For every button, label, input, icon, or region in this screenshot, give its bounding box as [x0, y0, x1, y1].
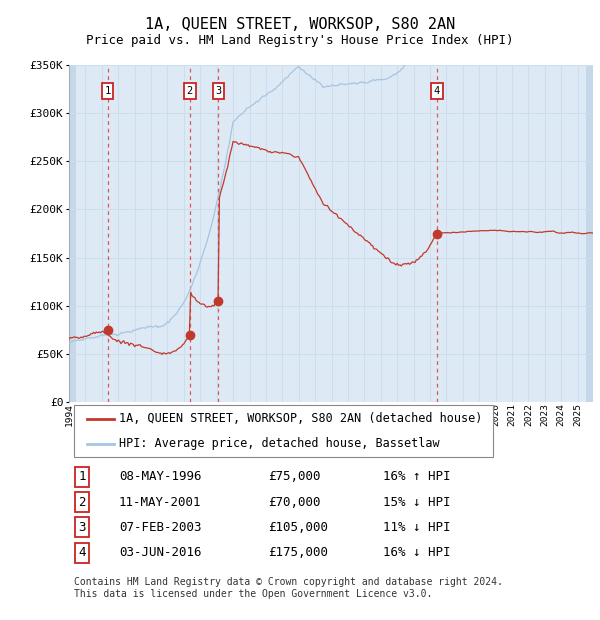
Text: £105,000: £105,000: [268, 521, 328, 534]
Text: £75,000: £75,000: [268, 470, 320, 483]
Text: HPI: Average price, detached house, Bassetlaw: HPI: Average price, detached house, Bass…: [119, 437, 439, 450]
Bar: [586, 65, 593, 402]
Text: 15% ↓ HPI: 15% ↓ HPI: [383, 495, 451, 508]
Text: 1A, QUEEN STREET, WORKSOP, S80 2AN (detached house): 1A, QUEEN STREET, WORKSOP, S80 2AN (deta…: [119, 412, 482, 425]
Text: 08-MAY-1996: 08-MAY-1996: [119, 470, 201, 483]
Text: 03-JUN-2016: 03-JUN-2016: [119, 546, 201, 559]
Text: 11-MAY-2001: 11-MAY-2001: [119, 495, 201, 508]
Text: 1A, QUEEN STREET, WORKSOP, S80 2AN: 1A, QUEEN STREET, WORKSOP, S80 2AN: [145, 17, 455, 32]
Text: 4: 4: [79, 546, 86, 559]
Text: £175,000: £175,000: [268, 546, 328, 559]
Text: £70,000: £70,000: [268, 495, 320, 508]
FancyBboxPatch shape: [74, 405, 493, 457]
Text: 2: 2: [79, 495, 86, 508]
Text: 3: 3: [215, 86, 221, 96]
Text: 1: 1: [104, 86, 111, 96]
Text: Price paid vs. HM Land Registry's House Price Index (HPI): Price paid vs. HM Land Registry's House …: [86, 34, 514, 47]
Text: 3: 3: [79, 521, 86, 534]
Text: 4: 4: [434, 86, 440, 96]
Text: 2: 2: [187, 86, 193, 96]
Text: 16% ↑ HPI: 16% ↑ HPI: [383, 470, 451, 483]
Text: 07-FEB-2003: 07-FEB-2003: [119, 521, 201, 534]
Text: Contains HM Land Registry data © Crown copyright and database right 2024.
This d: Contains HM Land Registry data © Crown c…: [74, 577, 503, 599]
Bar: [69, 65, 76, 402]
Text: 1: 1: [79, 470, 86, 483]
Text: 11% ↓ HPI: 11% ↓ HPI: [383, 521, 451, 534]
Text: 16% ↓ HPI: 16% ↓ HPI: [383, 546, 451, 559]
